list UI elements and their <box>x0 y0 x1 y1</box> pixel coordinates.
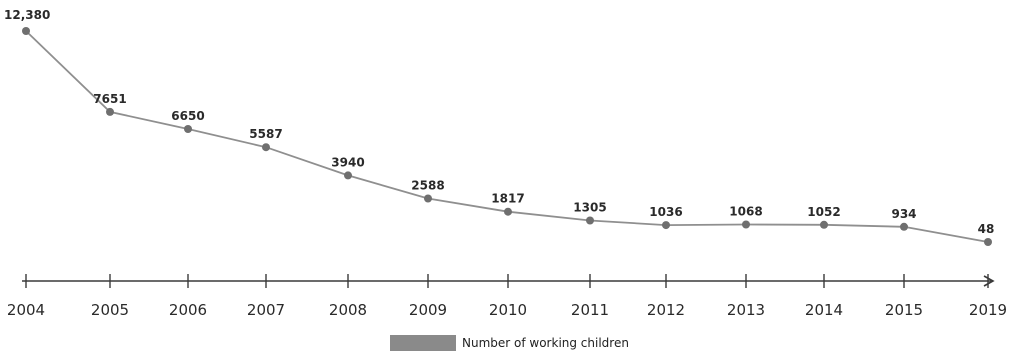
x-tick-label: 2010 <box>489 301 527 319</box>
x-tick-label: 2015 <box>885 301 923 319</box>
data-label: 7651 <box>93 92 126 106</box>
data-point <box>586 216 594 225</box>
data-point <box>504 207 512 216</box>
x-tick-label: 2014 <box>805 301 843 319</box>
data-point <box>22 27 30 35</box>
x-tick-label: 2008 <box>329 301 367 319</box>
data-point <box>820 220 828 229</box>
data-point <box>742 220 750 229</box>
x-tick-label: 2007 <box>247 301 285 319</box>
line-chart: 12,380 7651 6650 5587 3940 2588 1817 1305 1036 10… <box>4 8 1007 319</box>
legend-label: Number of working children <box>462 336 629 350</box>
data-labels: 12,380 7651 6650 5587 3940 2588 1817 1305 1036 10… <box>4 8 994 236</box>
data-label: 5587 <box>249 127 282 141</box>
legend-swatch <box>390 335 456 351</box>
x-axis-arrowhead <box>983 275 995 287</box>
data-label: 1052 <box>807 205 840 219</box>
x-tick-label: 2004 <box>7 301 45 319</box>
data-point <box>184 125 192 133</box>
x-tick-label: 2005 <box>91 301 129 319</box>
data-label: 1305 <box>573 201 606 215</box>
data-label: 934 <box>891 207 916 221</box>
x-tick-label: 2019 <box>969 301 1007 319</box>
x-tick-label: 2012 <box>647 301 685 319</box>
data-label: 48 <box>978 222 995 236</box>
data-label: 12,380 <box>4 8 50 22</box>
data-point <box>900 222 908 231</box>
x-tick-label: 2009 <box>409 301 447 319</box>
data-point <box>662 221 670 230</box>
data-point <box>424 194 432 203</box>
x-tick-label: 2011 <box>571 301 609 319</box>
x-tick-label: 2006 <box>169 301 207 319</box>
data-label: 1068 <box>729 205 762 219</box>
series-markers <box>22 27 992 246</box>
data-point <box>106 107 114 116</box>
data-label: 6650 <box>171 109 204 123</box>
data-label: 1036 <box>649 205 682 219</box>
legend: Number of working children <box>390 334 629 352</box>
data-point <box>984 238 992 246</box>
x-tick-label: 2013 <box>727 301 765 319</box>
x-tick-labels: 2004 2005 2006 2007 2008 2009 2010 2011 2012 2013… <box>7 301 1007 319</box>
data-label: 3940 <box>331 155 364 169</box>
data-label: 1817 <box>491 192 524 206</box>
data-label: 2588 <box>411 179 444 193</box>
x-axis <box>22 274 995 288</box>
data-point <box>262 143 270 152</box>
data-point <box>344 171 352 180</box>
